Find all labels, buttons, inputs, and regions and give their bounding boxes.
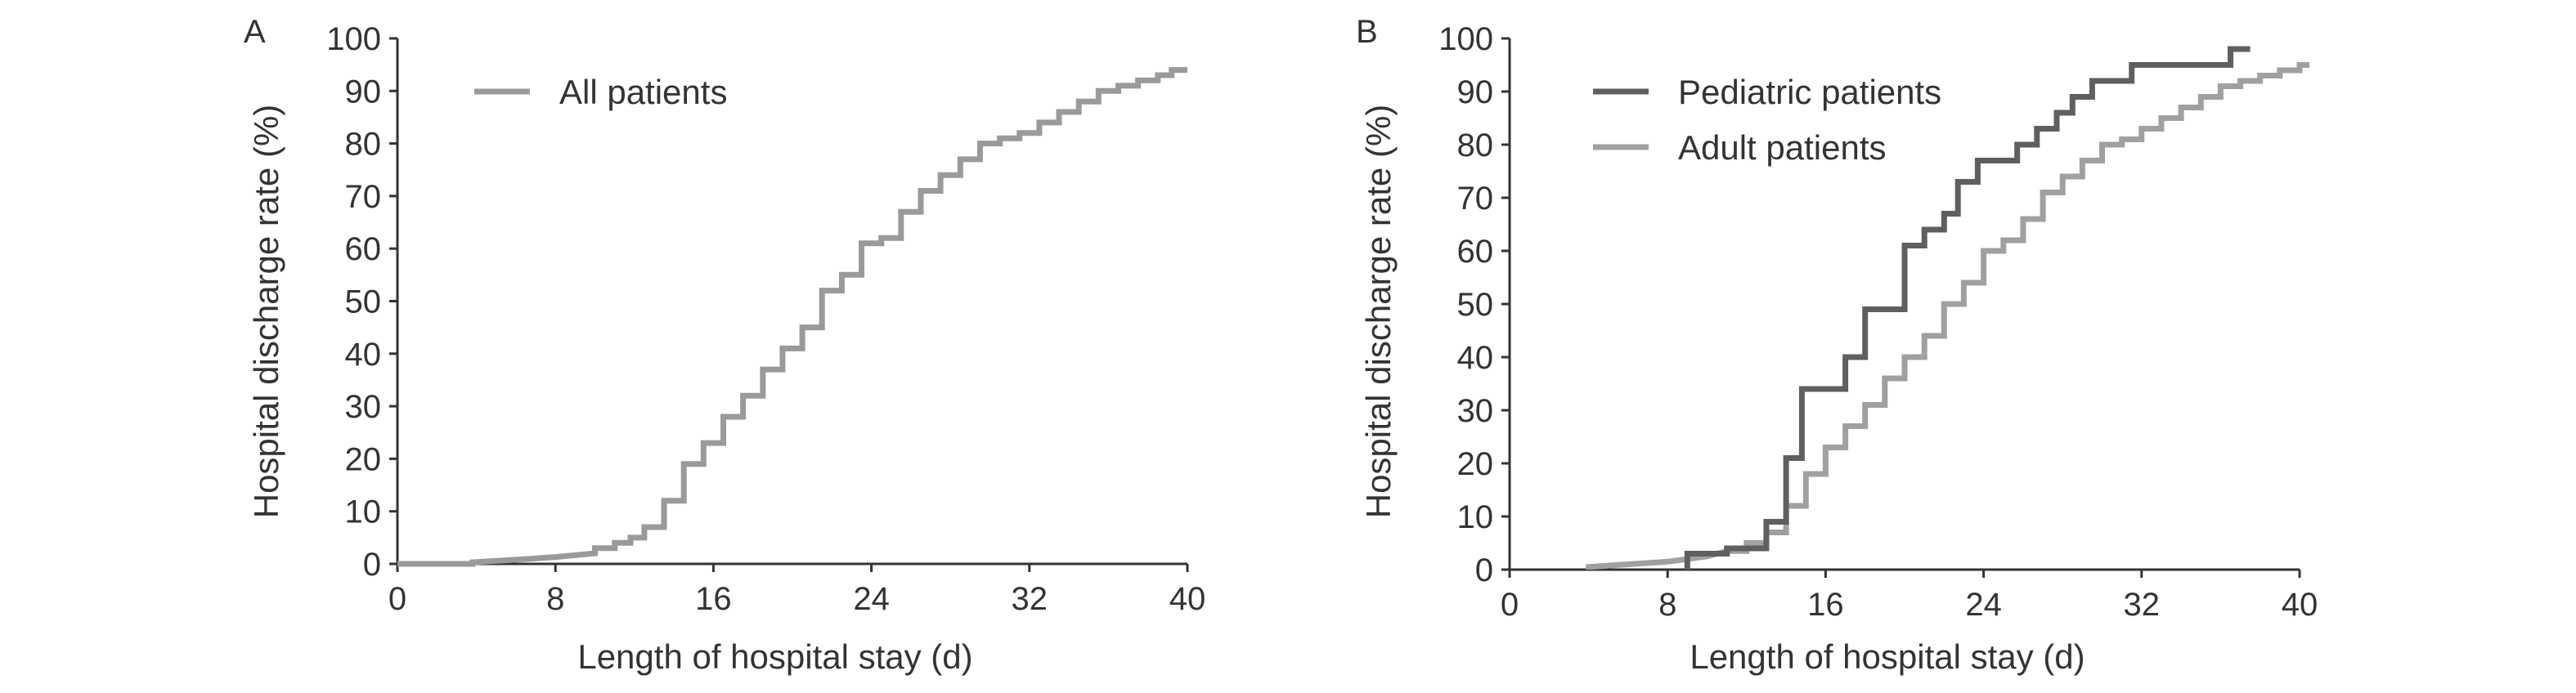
y-tick-label: 50 <box>1457 287 1494 323</box>
y-tick-label: 20 <box>345 441 382 477</box>
series-line-all-patients <box>397 67 1187 567</box>
x-tick-label: 8 <box>1658 587 1676 623</box>
legend: Pediatric patients Adult patients <box>1593 73 1941 167</box>
x-tick-label: 8 <box>546 581 564 617</box>
y-tick-label: 60 <box>345 231 382 267</box>
y-tick-label: 100 <box>1438 21 1493 57</box>
y-tick-label: 10 <box>1457 499 1494 535</box>
y-tick-label: 40 <box>1457 340 1494 376</box>
plot-area: 0 10 20 30 40 50 60 70 80 90 100 0 8 16 24 32 40 <box>1438 21 2318 623</box>
y-tick-label: 40 <box>345 337 382 373</box>
x-tick-label: 0 <box>388 581 406 617</box>
y-tick-label: 90 <box>1457 74 1494 110</box>
y-tick-label: 60 <box>1457 234 1494 270</box>
y-tick-label: 20 <box>1457 446 1494 482</box>
legend: All patients <box>474 73 727 111</box>
y-tick-label: 0 <box>363 547 381 583</box>
y-tick-label: 10 <box>345 494 382 530</box>
y-tick-label: 100 <box>326 21 381 57</box>
x-tick-label: 16 <box>1807 587 1844 623</box>
legend-label-adult-patients: Adult patients <box>1678 128 1887 167</box>
panel-letter: A <box>244 14 266 50</box>
x-tick-label: 0 <box>1501 587 1519 623</box>
plot-area: 0 10 20 30 40 50 60 70 80 90 100 0 8 16 24 32 40 <box>326 21 1205 617</box>
y-tick-label: 0 <box>1475 552 1493 588</box>
panel-letter: B <box>1356 14 1378 50</box>
x-tick-label: 24 <box>853 581 890 617</box>
y-tick-label: 90 <box>345 74 382 110</box>
legend-label-pediatric-patients: Pediatric patients <box>1678 73 1941 111</box>
y-tick-label: 70 <box>1457 181 1494 217</box>
legend-label-all-patients: All patients <box>559 73 727 111</box>
x-tick-label: 40 <box>2282 587 2318 623</box>
y-tick-label: 50 <box>345 284 382 320</box>
x-tick-label: 40 <box>1169 581 1206 617</box>
x-tick-label: 32 <box>2124 587 2161 623</box>
y-tick-label: 80 <box>1457 127 1494 163</box>
y-axis-title: Hospital discharge rate (%) <box>247 105 285 519</box>
y-tick-label: 30 <box>345 389 382 425</box>
x-axis-title: Length of hospital stay (d) <box>1690 637 2085 676</box>
y-axis-title: Hospital discharge rate (%) <box>1359 105 1398 519</box>
y-tick-label: 80 <box>345 127 382 163</box>
x-tick-label: 24 <box>1965 587 2002 623</box>
x-tick-label: 32 <box>1012 581 1048 617</box>
x-axis-title: Length of hospital stay (d) <box>577 637 972 676</box>
series-line-pediatric-patients <box>1684 46 2251 570</box>
y-tick-label: 30 <box>1457 393 1494 429</box>
panel-b: B 0 10 20 30 40 50 60 70 80 90 100 0 8 16 24 32 40 Hospi… <box>1356 14 2318 676</box>
y-tick-label: 70 <box>345 179 382 215</box>
x-tick-label: 16 <box>695 581 732 617</box>
panel-a: A 0 10 20 30 40 50 60 70 80 90 100 0 8 16 24 32 40 Hospi… <box>244 14 1205 676</box>
